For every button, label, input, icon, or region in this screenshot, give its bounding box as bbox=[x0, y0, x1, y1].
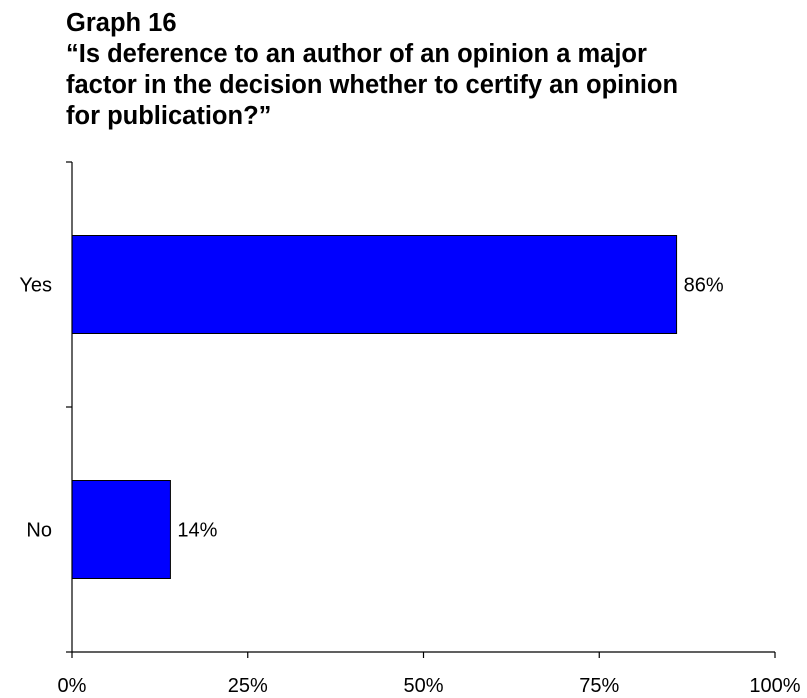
chart-subtitle-line-1: “Is deference to an author of an opinion… bbox=[66, 40, 647, 68]
x-tick-label: 100% bbox=[749, 675, 800, 697]
bar-no bbox=[71, 480, 171, 579]
category-label-no: No bbox=[26, 520, 52, 542]
chart-title: Graph 16 bbox=[66, 9, 177, 37]
bar-yes bbox=[71, 235, 678, 334]
plot-area: Yes 86% No 14% 0% 25% 50% 75% 100% bbox=[19, 161, 801, 697]
x-tick-label: 0% bbox=[58, 675, 87, 697]
data-label-no: 14% bbox=[177, 520, 217, 542]
chart-subtitle-line-3: for publication?” bbox=[66, 102, 272, 130]
x-tick-label: 25% bbox=[228, 675, 268, 697]
data-label-yes: 86% bbox=[684, 275, 724, 297]
chart-title-block: Graph 16 “Is deference to an author of a… bbox=[66, 8, 801, 132]
x-tick-label: 75% bbox=[579, 675, 619, 697]
category-label-yes: Yes bbox=[19, 275, 52, 297]
chart-subtitle-line-2: factor in the decision whether to certif… bbox=[66, 71, 679, 99]
x-tick-label: 50% bbox=[403, 675, 443, 697]
